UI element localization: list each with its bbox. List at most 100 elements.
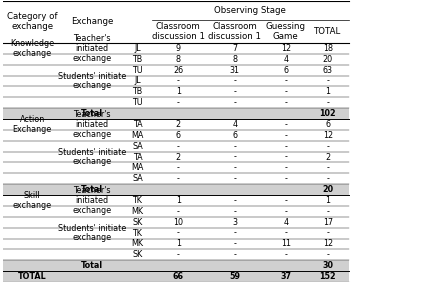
Text: -: - [284, 250, 287, 259]
Bar [307, 228, 349, 239]
Bar [307, 86, 349, 97]
Bar [123, 249, 152, 260]
Bar [205, 228, 265, 239]
Text: Students' initiate
exchange: Students' initiate exchange [58, 224, 126, 243]
Text: 8: 8 [176, 55, 181, 64]
Bar [152, 54, 205, 65]
Bar [123, 141, 152, 152]
Bar [265, 86, 307, 97]
Text: -: - [177, 142, 180, 151]
Text: -: - [233, 229, 236, 238]
Text: 11: 11 [281, 239, 291, 248]
Text: -: - [233, 207, 236, 216]
Text: -: - [177, 229, 180, 238]
Text: 1: 1 [325, 87, 330, 96]
Bar [4, 130, 61, 141]
Bar [307, 130, 349, 141]
Text: Skill
exchange: Skill exchange [13, 191, 52, 210]
Bar [4, 239, 61, 249]
Text: -: - [326, 163, 329, 172]
Text: TB: TB [132, 87, 143, 96]
Bar [307, 76, 349, 86]
Bar [61, 65, 123, 76]
Bar [265, 97, 307, 108]
Bar [4, 228, 61, 239]
Text: 102: 102 [320, 109, 336, 118]
Bar [123, 43, 152, 54]
Bar [205, 239, 265, 249]
Text: -: - [284, 76, 287, 85]
Text: MA: MA [131, 131, 143, 140]
Text: 12: 12 [323, 239, 333, 248]
Text: 30: 30 [322, 261, 333, 270]
Bar [152, 249, 205, 260]
Bar [4, 162, 61, 173]
Bar [205, 65, 265, 76]
Bar [123, 162, 152, 173]
Bar [4, 184, 61, 195]
Text: -: - [233, 87, 236, 96]
Bar [123, 195, 152, 206]
Bar [152, 76, 205, 86]
Bar [265, 239, 307, 249]
Text: 6: 6 [283, 66, 288, 74]
Text: -: - [233, 174, 236, 183]
Bar [307, 173, 349, 184]
Bar [61, 76, 123, 86]
Text: Classroom
discussion 1: Classroom discussion 1 [208, 22, 261, 41]
Bar [205, 76, 265, 86]
Bar [61, 217, 123, 228]
Bar [307, 54, 349, 65]
Bar [61, 173, 123, 184]
Text: Students' initiate
exchange: Students' initiate exchange [58, 72, 126, 90]
Bar [61, 119, 123, 130]
Bar [4, 1, 61, 43]
Bar [4, 76, 61, 86]
Bar [205, 97, 265, 108]
Bar [4, 54, 61, 65]
Bar [152, 206, 205, 217]
Bar [205, 173, 265, 184]
Bar [61, 239, 123, 249]
Bar [205, 86, 265, 97]
Text: TU: TU [132, 98, 143, 107]
Text: 59: 59 [229, 272, 240, 281]
Bar [152, 271, 205, 282]
Text: Total: Total [81, 109, 103, 118]
Bar [205, 206, 265, 217]
Text: 4: 4 [232, 120, 237, 129]
Bar [265, 206, 307, 217]
Text: -: - [284, 163, 287, 172]
Text: 31: 31 [230, 66, 240, 74]
Bar [61, 249, 123, 260]
Text: 6: 6 [176, 131, 181, 140]
Bar [4, 260, 61, 271]
Bar [61, 130, 123, 141]
Bar [123, 217, 152, 228]
Bar [61, 54, 123, 65]
Text: -: - [326, 250, 329, 259]
Text: 10: 10 [173, 218, 183, 227]
Text: MK: MK [131, 239, 143, 248]
Bar [123, 239, 152, 249]
Text: -: - [326, 142, 329, 151]
Text: TK: TK [132, 196, 142, 205]
Text: Knowledge
exchange: Knowledge exchange [10, 39, 54, 58]
Text: 20: 20 [323, 55, 333, 64]
Bar [205, 141, 265, 152]
Bar [307, 162, 349, 173]
Bar [61, 86, 123, 97]
Bar [205, 130, 265, 141]
Bar [205, 119, 265, 130]
Text: -: - [284, 120, 287, 129]
Text: 20: 20 [322, 185, 333, 194]
Text: 2: 2 [176, 153, 181, 162]
Bar [307, 195, 349, 206]
Text: 152: 152 [320, 272, 336, 281]
Bar [4, 141, 61, 152]
Bar [307, 65, 349, 76]
Bar [61, 260, 123, 271]
Text: MK: MK [131, 207, 143, 216]
Text: -: - [326, 207, 329, 216]
Text: -: - [326, 229, 329, 238]
